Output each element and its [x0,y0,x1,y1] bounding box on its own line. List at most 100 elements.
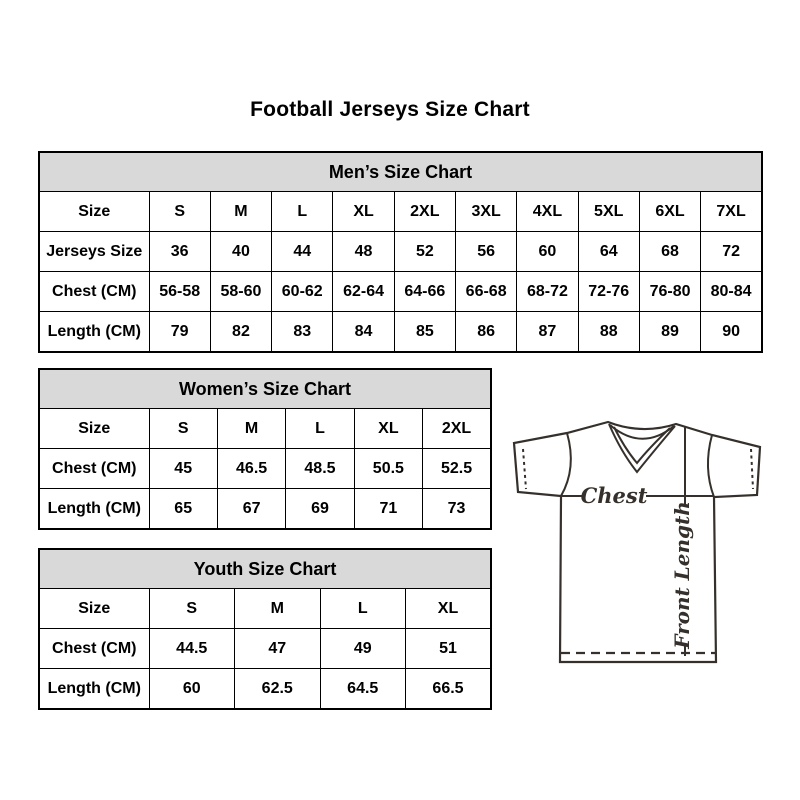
row-label-cell: Jerseys Size [38,231,150,272]
size-header-cell: M [209,191,273,232]
value-cell: 67 [216,488,287,530]
table-row: Jerseys Size 36 40 44 48 52 56 60 64 68 72 [38,231,763,272]
row-label-cell: Chest (CM) [38,271,150,312]
row-label-cell: Size [38,588,150,629]
row-label-cell: Size [38,191,150,232]
size-header-cell: XL [405,588,492,629]
value-cell: 89 [638,311,702,353]
page-title: Football Jerseys Size Chart [250,98,530,121]
value-cell: 83 [271,311,334,353]
value-cell: 66-68 [454,271,518,312]
row-label-cell: Length (CM) [38,488,150,530]
value-cell: 51 [405,628,492,669]
right-cuff-dash-icon [750,448,754,490]
size-header-cell: 5XL [577,191,640,232]
value-cell: 60-62 [271,271,334,312]
size-header-cell: 6XL [638,191,702,232]
value-cell: 45 [148,448,218,489]
size-header-cell: S [148,191,211,232]
value-cell: 44 [271,231,334,272]
value-cell: 87 [516,311,579,353]
table-row: Length (CM) 60 62.5 64.5 66.5 [38,668,492,710]
size-header-cell: 4XL [516,191,579,232]
table-row: Length (CM) 65 67 69 71 73 [38,488,492,530]
size-header-cell: M [234,588,321,629]
value-cell: 60 [516,231,579,272]
table-row: Chest (CM) 44.5 47 49 51 [38,628,492,669]
value-cell: 68-72 [516,271,579,312]
value-cell: 69 [285,488,355,530]
size-header-cell: 3XL [454,191,518,232]
size-header-cell: M [216,408,287,449]
value-cell: 36 [148,231,211,272]
value-cell: 82 [209,311,273,353]
table-row: Size S M L XL 2XL 3XL 4XL 5XL 6XL 7XL [38,191,763,232]
value-cell: 80-84 [700,271,763,312]
value-cell: 76-80 [638,271,702,312]
value-cell: 60 [148,668,235,710]
front-length-label: Front Length [670,501,694,650]
size-header-cell: XL [332,191,395,232]
size-header-cell: 7XL [700,191,763,232]
size-header-cell: 2XL [393,191,456,232]
value-cell: 79 [148,311,211,353]
value-cell: 64 [577,231,640,272]
value-cell: 85 [393,311,456,353]
womens-size-table: Women’s Size Chart Size S M L XL 2XL Chest (CM)… [38,368,492,530]
value-cell: 64-66 [393,271,456,312]
value-cell: 56-58 [148,271,211,312]
value-cell: 72 [700,231,763,272]
left-cuff-dash-icon [522,448,527,490]
value-cell: 50.5 [353,448,424,489]
value-cell: 68 [638,231,702,272]
mens-size-table: Men’s Size Chart Size S M L XL 2XL 3XL 4XL 5XL 6XL… [38,151,763,353]
size-header-cell: S [148,408,218,449]
size-header-cell: L [285,408,355,449]
value-cell: 86 [454,311,518,353]
jersey-outline-icon [512,420,762,664]
value-cell: 65 [148,488,218,530]
value-cell: 48.5 [285,448,355,489]
value-cell: 62.5 [234,668,321,710]
value-cell: 64.5 [319,668,406,710]
value-cell: 40 [209,231,273,272]
size-header-cell: S [148,588,235,629]
row-label-cell: Size [38,408,150,449]
value-cell: 48 [332,231,395,272]
value-cell: 52.5 [422,448,492,489]
value-cell: 73 [422,488,492,530]
row-label-cell: Length (CM) [38,668,150,710]
size-header-cell: XL [353,408,424,449]
value-cell: 71 [353,488,424,530]
value-cell: 72-76 [577,271,640,312]
table-row: Size S M L XL [38,588,492,629]
row-label-cell: Length (CM) [38,311,150,353]
row-label-cell: Chest (CM) [38,448,150,489]
size-header-cell: 2XL [422,408,492,449]
value-cell: 56 [454,231,518,272]
table-row: Chest (CM) 56-58 58-60 60-62 62-64 64-66 66-68… [38,271,763,312]
size-header-cell: L [319,588,406,629]
chest-label: Chest [581,483,648,508]
size-header-cell: L [271,191,334,232]
table-title: Youth Size Chart [38,548,492,589]
value-cell: 88 [577,311,640,353]
row-label-cell: Chest (CM) [38,628,150,669]
jersey-measurement-diagram: Chest Front Length [512,420,762,664]
value-cell: 58-60 [209,271,273,312]
value-cell: 52 [393,231,456,272]
value-cell: 62-64 [332,271,395,312]
value-cell: 66.5 [405,668,492,710]
table-row: Chest (CM) 45 46.5 48.5 50.5 52.5 [38,448,492,489]
value-cell: 47 [234,628,321,669]
table-row: Length (CM) 79 82 83 84 85 86 87 88 89 90 [38,311,763,353]
youth-size-table: Youth Size Chart Size S M L XL Chest (CM) 44.5 4… [38,548,492,710]
value-cell: 49 [319,628,406,669]
value-cell: 90 [700,311,763,353]
table-row: Size S M L XL 2XL [38,408,492,449]
value-cell: 84 [332,311,395,353]
value-cell: 46.5 [216,448,287,489]
table-title: Men’s Size Chart [38,151,763,192]
table-title: Women’s Size Chart [38,368,492,409]
